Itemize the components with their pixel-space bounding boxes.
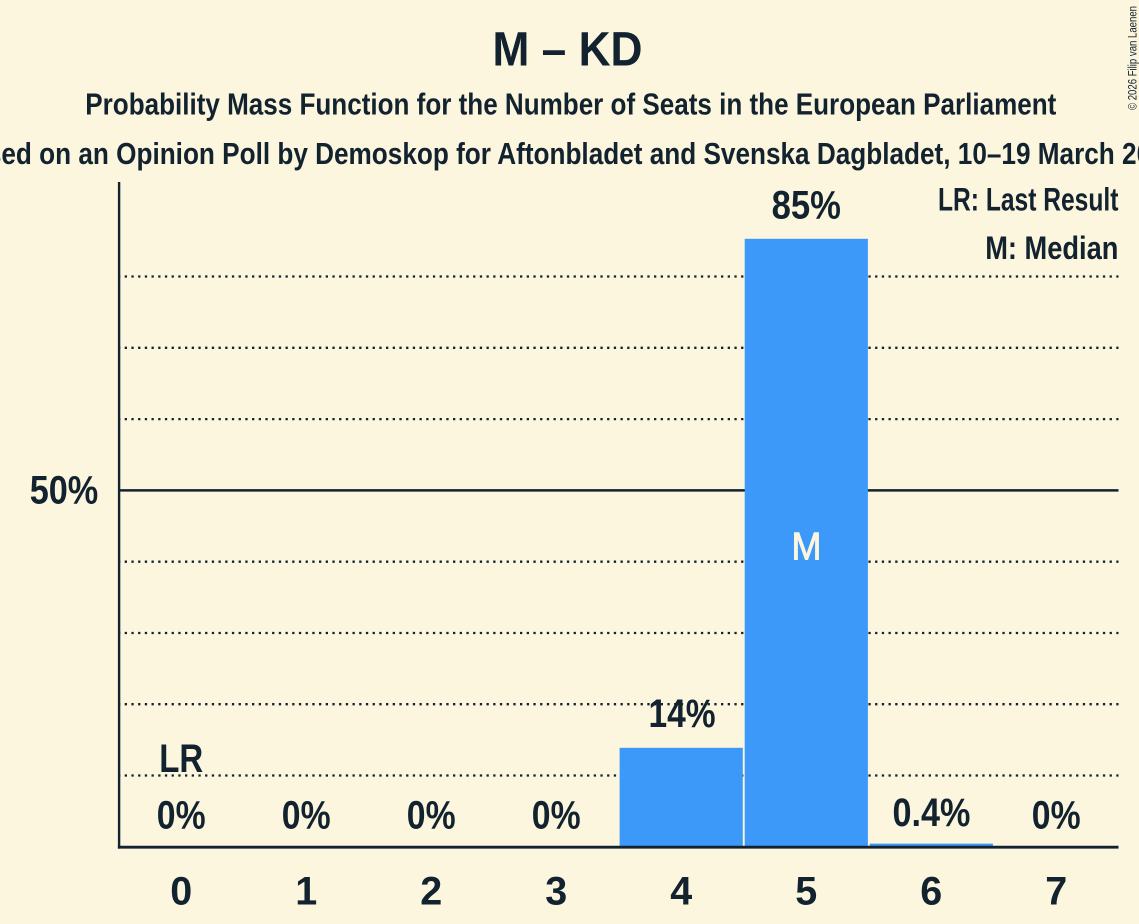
svg-text:1: 1 (295, 870, 317, 914)
svg-text:0%: 0% (282, 793, 331, 837)
svg-text:M: M (792, 525, 822, 568)
svg-text:Based on an Opinion Poll by De: Based on an Opinion Poll by Demoskop for… (0, 137, 1139, 171)
svg-text:3: 3 (545, 870, 567, 914)
svg-text:14%: 14% (648, 692, 715, 736)
svg-text:0%: 0% (407, 793, 456, 837)
svg-text:© 2026 Filip van Laenen: © 2026 Filip van Laenen (1127, 6, 1139, 110)
svg-text:2: 2 (420, 870, 442, 914)
svg-text:LR: LR (159, 737, 203, 781)
svg-text:4: 4 (670, 870, 692, 914)
svg-text:85%: 85% (772, 184, 841, 228)
svg-text:LR: Last Result: LR: Last Result (938, 181, 1119, 217)
svg-text:0.4%: 0.4% (892, 791, 970, 835)
svg-text:Probability Mass Function for: Probability Mass Function for the Number… (85, 88, 1056, 122)
svg-text:5: 5 (795, 870, 817, 914)
svg-text:6: 6 (920, 870, 942, 914)
svg-text:0: 0 (170, 870, 192, 914)
svg-text:7: 7 (1045, 870, 1067, 914)
svg-text:M – KD: M – KD (493, 23, 643, 76)
svg-text:0%: 0% (157, 793, 206, 837)
svg-text:50%: 50% (30, 469, 99, 513)
svg-text:0%: 0% (532, 793, 581, 837)
svg-text:M: Median: M: Median (985, 230, 1118, 266)
svg-text:0%: 0% (1032, 793, 1081, 837)
